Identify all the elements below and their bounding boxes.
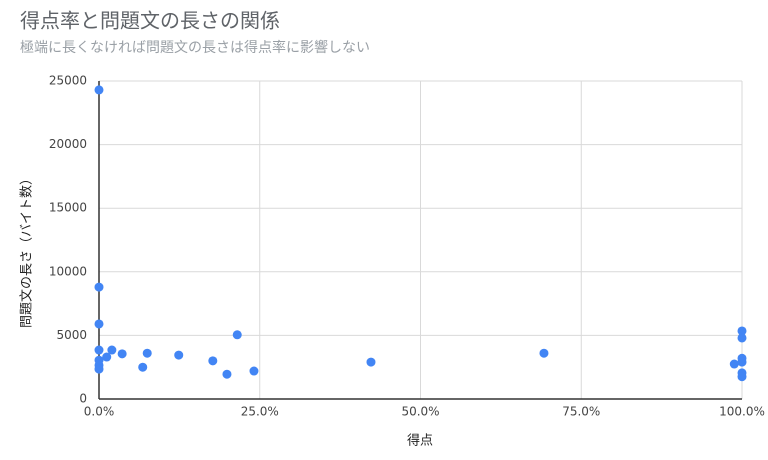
point — [174, 350, 184, 360]
x-tick-label: 0.0% — [84, 405, 115, 419]
x-tick-label: 75.0% — [562, 405, 600, 419]
chart-title: 得点率と問題文の長さの関係 — [20, 9, 280, 33]
point — [539, 348, 549, 358]
y-tick-label: 0 — [79, 392, 87, 406]
point — [366, 357, 376, 367]
y-tick-label: 5000 — [56, 328, 87, 342]
point — [737, 372, 747, 382]
x-tick-label: 50.0% — [401, 405, 439, 419]
y-tick-label: 25000 — [49, 74, 87, 88]
point — [737, 326, 747, 336]
point — [94, 85, 104, 95]
point — [117, 349, 127, 359]
y-tick-label: 15000 — [49, 201, 87, 215]
point — [222, 369, 232, 379]
x-tick-label: 25.0% — [241, 405, 279, 419]
point — [208, 356, 218, 366]
point — [102, 352, 112, 362]
x-axis-label: 得点 — [407, 433, 433, 449]
point — [138, 362, 148, 372]
point — [94, 319, 104, 329]
point — [142, 348, 152, 358]
point — [737, 357, 747, 367]
x-tick-label: 100.0% — [719, 405, 765, 419]
chart-subtitle: 極端に長くなければ問題文の長さは得点率に影響しない — [20, 39, 370, 56]
point — [94, 345, 104, 355]
y-axis-label: 問題文の長さ（バイト数） — [20, 172, 35, 328]
y-tick-label: 10000 — [49, 264, 87, 278]
point — [94, 364, 104, 374]
point — [249, 366, 259, 376]
point — [729, 359, 739, 369]
point — [232, 330, 242, 340]
point — [107, 345, 117, 355]
y-tick-label: 20000 — [49, 137, 87, 151]
point — [737, 333, 747, 343]
point — [94, 282, 104, 292]
